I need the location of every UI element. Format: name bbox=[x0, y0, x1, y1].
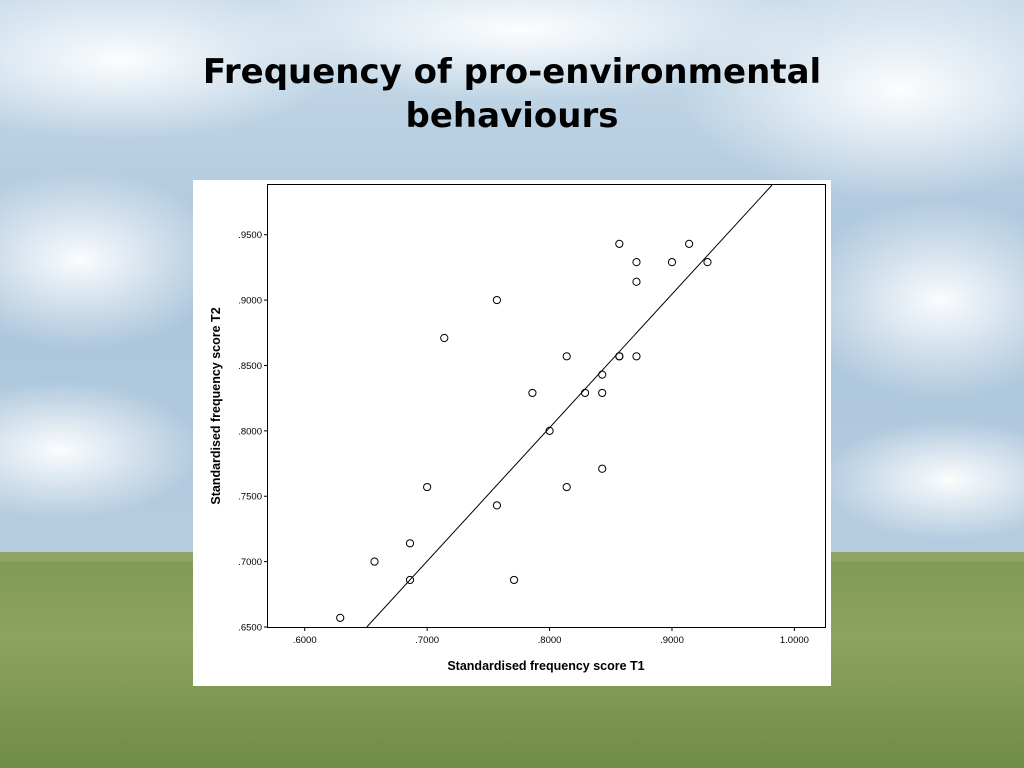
data-point bbox=[615, 352, 624, 361]
data-point bbox=[492, 501, 502, 510]
scatter-chart: .6000 .7000 .8000 .9000 1.0000 .6500 .7000 .750… bbox=[209, 184, 826, 673]
y-tick-label: .8000 bbox=[238, 426, 262, 437]
data-point bbox=[562, 352, 571, 361]
x-tick-label: .7000 bbox=[415, 635, 439, 646]
y-tick-label: .7500 bbox=[238, 492, 262, 503]
data-point bbox=[405, 539, 415, 548]
data-point bbox=[632, 352, 641, 361]
data-point bbox=[685, 239, 694, 248]
y-axis-title: Standardised frequency score T2 bbox=[209, 307, 223, 504]
data-point bbox=[562, 482, 571, 492]
data-point bbox=[703, 258, 712, 267]
fit-line bbox=[366, 184, 773, 628]
data-point bbox=[615, 239, 624, 248]
data-point bbox=[336, 613, 345, 622]
data-point bbox=[440, 333, 449, 343]
y-tick-label: .9000 bbox=[238, 296, 262, 307]
y-tick-label: .6500 bbox=[238, 623, 262, 634]
y-tick-label: .8500 bbox=[238, 361, 262, 372]
data-point bbox=[423, 482, 432, 492]
data-point bbox=[598, 370, 607, 379]
data-point bbox=[370, 557, 379, 566]
data-point bbox=[528, 388, 537, 398]
y-tick-label: .7000 bbox=[238, 557, 262, 568]
data-point bbox=[545, 426, 554, 435]
data-point bbox=[492, 295, 502, 305]
data-point bbox=[632, 277, 641, 286]
x-tick-label: 1.0000 bbox=[780, 635, 809, 646]
data-point bbox=[632, 258, 641, 267]
x-tick-label: .8000 bbox=[538, 635, 562, 646]
data-point bbox=[598, 388, 607, 398]
data-point bbox=[598, 464, 607, 473]
x-axis-title: Standardised frequency score T1 bbox=[447, 659, 644, 673]
slide-title-line-1: Frequency of pro-environmental bbox=[202, 52, 822, 92]
x-tick-label: .9000 bbox=[660, 635, 684, 646]
x-tick-label: .6000 bbox=[293, 635, 317, 646]
slide-title-line-2: behaviours bbox=[405, 96, 619, 136]
plot-area-frame bbox=[267, 184, 826, 628]
chart-panel: .6000 .7000 .8000 .9000 1.0000 .6500 .7000 .750… bbox=[193, 180, 831, 686]
data-point bbox=[667, 258, 677, 267]
data-point bbox=[405, 575, 415, 585]
data-point bbox=[580, 388, 590, 398]
y-tick-label: .9500 bbox=[238, 230, 262, 241]
data-point bbox=[509, 575, 519, 585]
slide-title: Frequency of pro-environmental behaviour… bbox=[0, 50, 1024, 138]
